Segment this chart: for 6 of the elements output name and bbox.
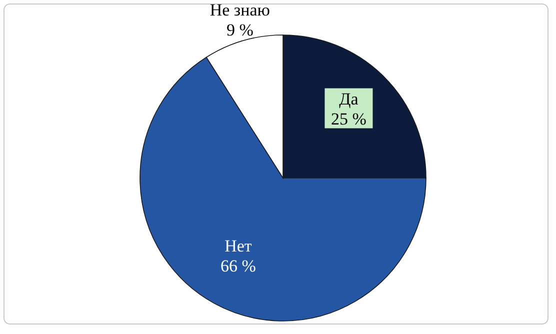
data-label: 25 %: [331, 109, 366, 128]
slice-label: Да: [339, 89, 359, 108]
slice-label: Не знаю: [210, 0, 270, 20]
slice-label: Нет: [224, 236, 252, 256]
data-label: 9 %: [226, 20, 254, 40]
data-label: 66 %: [220, 256, 256, 276]
